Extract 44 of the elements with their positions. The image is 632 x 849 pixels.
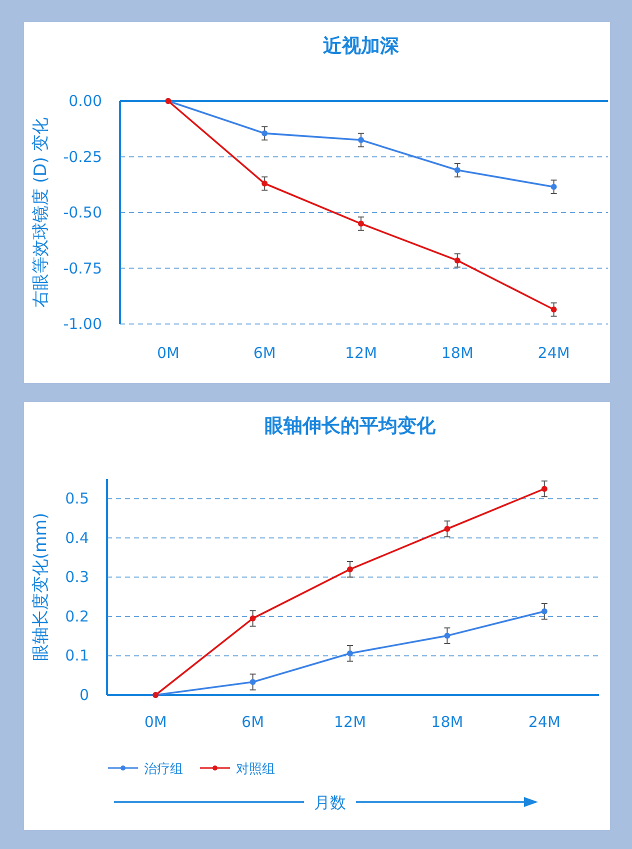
x-tick-label: 12M	[344, 344, 378, 362]
point	[550, 306, 557, 313]
chart-title: 近视加深	[322, 35, 400, 57]
point	[347, 650, 353, 656]
y-tick-label: -1.00	[63, 315, 102, 333]
point	[541, 608, 548, 614]
point	[347, 566, 353, 572]
x-tick-label: 6M	[242, 713, 264, 731]
x-tick-label: 18M	[441, 344, 474, 362]
point	[250, 679, 256, 686]
y-axis-title: 右眼等效球镜度 (D) 变化	[31, 117, 51, 308]
point	[358, 137, 364, 144]
chart-title: 眼轴伸长的平均变化	[264, 415, 436, 437]
point	[454, 167, 460, 174]
y-tick-label: 0.1	[65, 646, 89, 665]
point	[444, 632, 450, 639]
y-tick-label: 0.00	[68, 92, 102, 110]
point	[358, 220, 364, 227]
y-tick-label: -0.75	[63, 259, 102, 278]
y-tick-label: 0.4	[65, 528, 89, 547]
point	[541, 486, 548, 492]
y-tick-label: -0.50	[63, 204, 102, 222]
y-tick-label: 0	[79, 686, 89, 704]
point	[454, 257, 460, 264]
y-axis-title: 眼轴长度变化(mm)	[31, 512, 51, 662]
x-tick-label: 0M	[156, 344, 180, 362]
x-tick-label: 24M	[538, 344, 570, 362]
x-tick-label: 0M	[144, 713, 167, 731]
point	[262, 180, 268, 187]
x-tick-label: 24M	[528, 713, 560, 731]
legend-label: 治疗组	[144, 762, 183, 777]
y-tick-label: 0.2	[65, 607, 89, 626]
y-tick-label: -0.25	[63, 148, 102, 166]
point	[250, 615, 256, 622]
point	[262, 130, 268, 136]
y-tick-label: 0.3	[65, 568, 89, 586]
point	[444, 526, 450, 532]
x-tick-label: 12M	[334, 713, 366, 731]
x-tick-label: 18M	[431, 713, 464, 731]
point	[550, 184, 557, 190]
y-tick-label: 0.5	[65, 490, 89, 508]
x-axis-title: 月数	[314, 793, 346, 812]
legend-label: 对照组	[236, 762, 275, 777]
x-tick-label: 6M	[253, 344, 276, 362]
